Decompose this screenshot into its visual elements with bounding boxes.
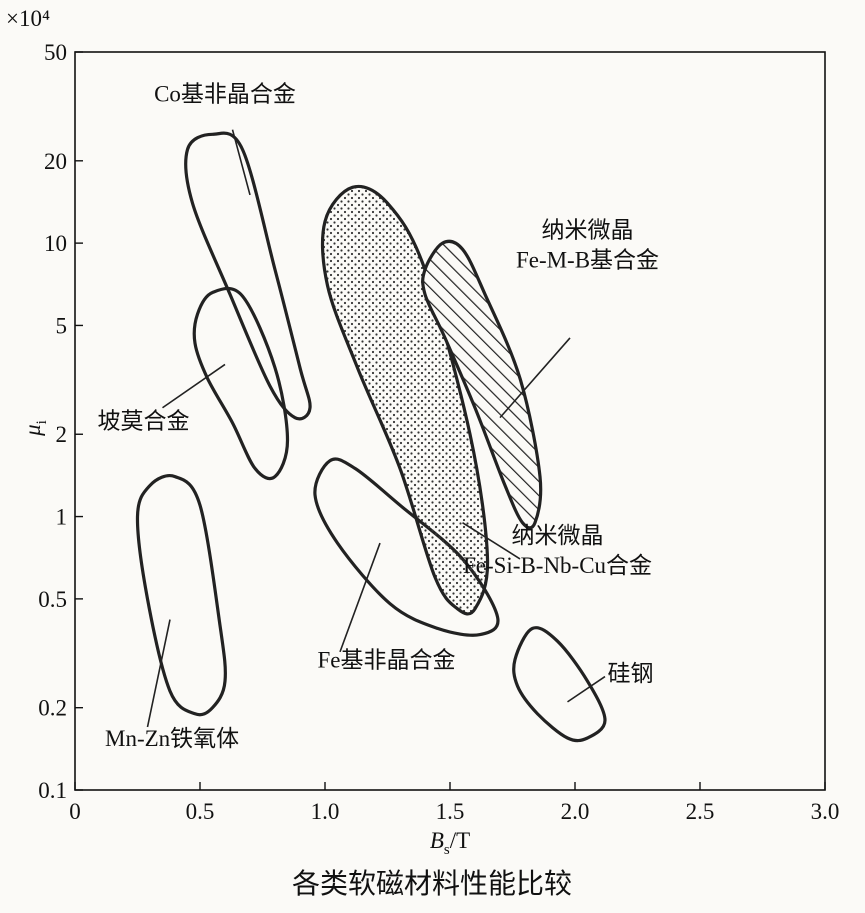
y-tick-label: 0.2 xyxy=(38,696,67,721)
region-label: Co基非晶合金 xyxy=(154,81,296,106)
leader-line xyxy=(499,337,571,419)
x-tick-label: 3.0 xyxy=(811,799,840,824)
region-label: 坡莫合金 xyxy=(98,408,190,433)
y-tick-label: 50 xyxy=(44,40,67,65)
leader-line xyxy=(162,363,226,409)
leader-lines-layer xyxy=(146,129,606,728)
y-tick-label: 10 xyxy=(44,231,67,256)
x-tick-label: 2.5 xyxy=(686,799,715,824)
leader-line xyxy=(339,542,381,653)
x-tick-label: 1.0 xyxy=(311,799,340,824)
region-label: 纳米微晶 Fe-Si-B-Nb-Cu合金 xyxy=(463,523,652,578)
y-axis-label: μi xyxy=(20,420,50,437)
chart-title: 各类软磁材料性能比较 xyxy=(292,868,572,900)
region-5 xyxy=(320,184,490,616)
y-tick-label: 2 xyxy=(56,422,68,447)
x-tick-label: 1.5 xyxy=(436,799,465,824)
x-ticks: 0 0.5 1.0 1.5 2.0 2.5 3.0 xyxy=(69,782,839,824)
region-4 xyxy=(313,457,500,637)
region-7 xyxy=(512,626,607,743)
x-tick-label: 0.5 xyxy=(186,799,215,824)
y-ticks: 0.1 0.2 0.5 1 2 5 10 20 50 xyxy=(38,40,83,803)
y-tick-label: 0.1 xyxy=(38,778,67,803)
x-tick-label: 2.0 xyxy=(561,799,590,824)
regions-layer xyxy=(135,131,607,743)
region-label: Fe基非晶合金 xyxy=(318,648,456,673)
x-axis-label: Bs/T xyxy=(430,828,470,858)
leader-line xyxy=(146,619,171,728)
leader-line xyxy=(231,129,251,196)
y-tick-label: 20 xyxy=(44,149,67,174)
y-tick-label: 5 xyxy=(56,313,68,338)
y-tick-label: 1 xyxy=(56,505,68,530)
y-tick-label: 0.5 xyxy=(38,587,67,612)
region-6 xyxy=(421,239,543,530)
region-3 xyxy=(135,474,227,717)
leader-line xyxy=(567,675,606,703)
y-multiplier: ×10⁴ xyxy=(6,6,50,31)
region-label: 硅钢 xyxy=(608,661,654,686)
region-1 xyxy=(184,131,312,421)
leader-line xyxy=(462,521,521,560)
region-label: 纳米微晶 Fe-M-B基合金 xyxy=(516,217,659,272)
region-label: Mn-Zn铁氧体 xyxy=(105,726,239,751)
x-tick-label: 0 xyxy=(69,799,81,824)
region-2 xyxy=(192,286,290,481)
